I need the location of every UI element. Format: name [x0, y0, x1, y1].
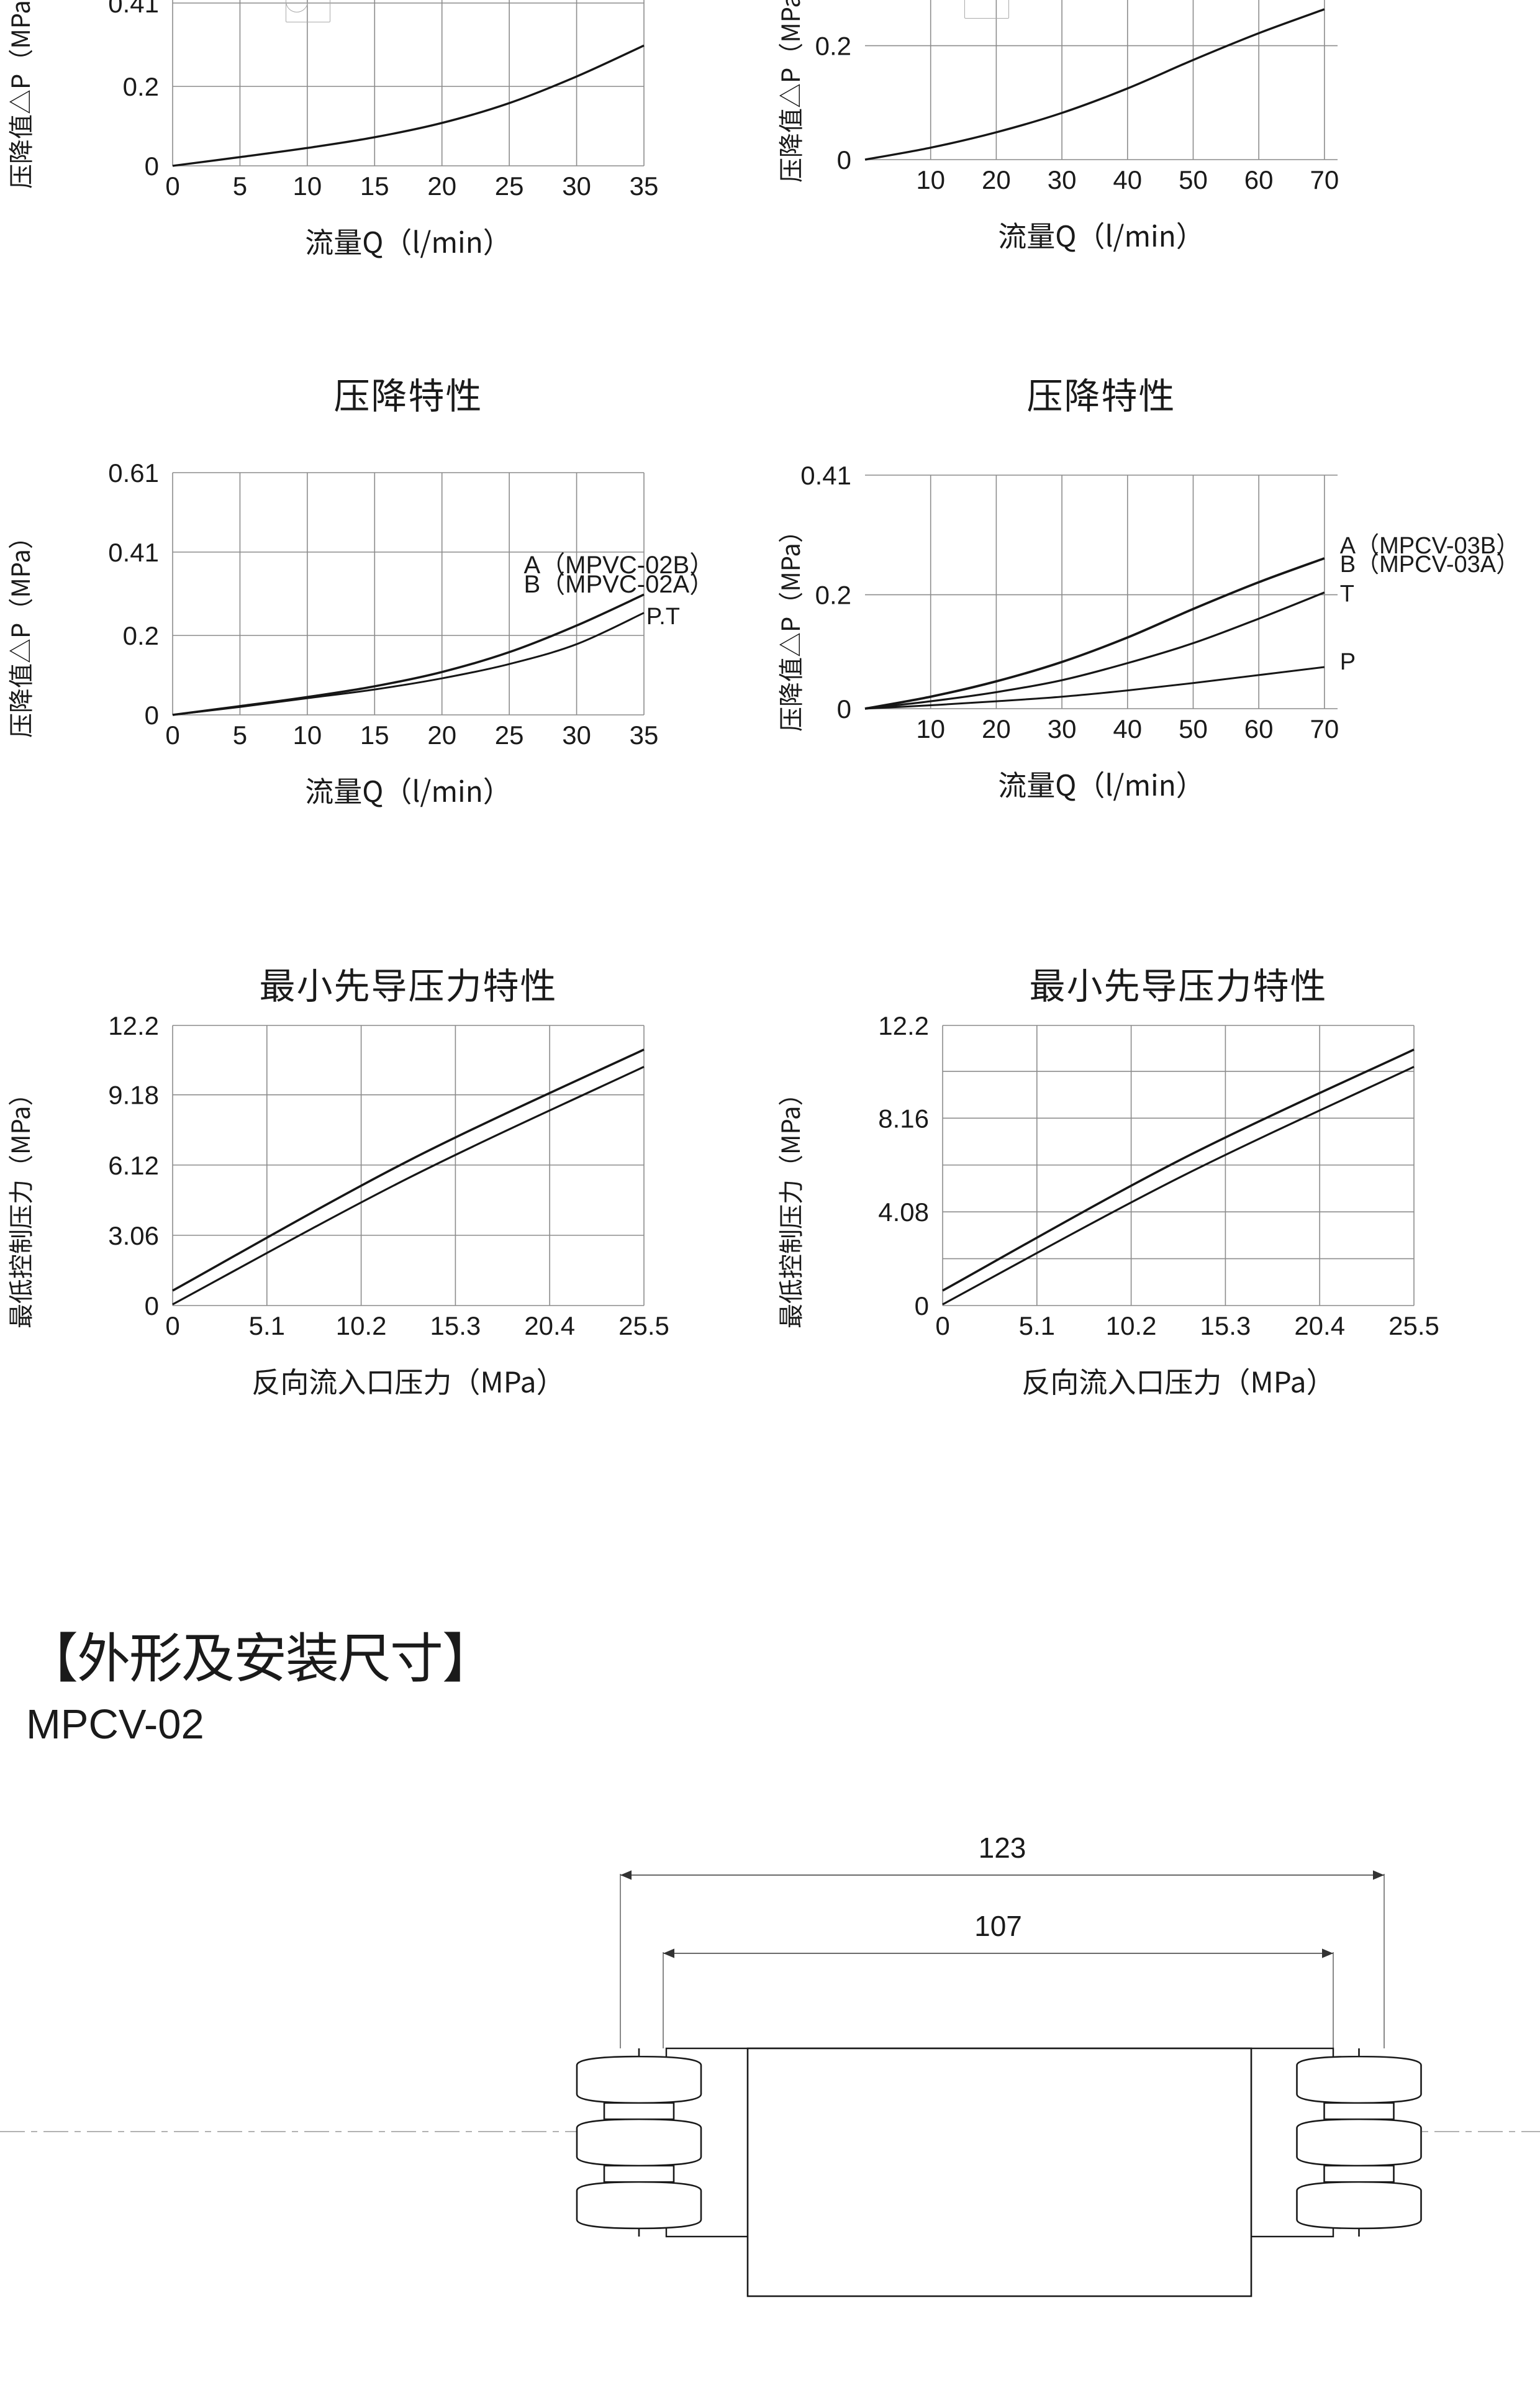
svg-text:10.2: 10.2 — [1106, 1311, 1157, 1340]
svg-text:0: 0 — [145, 701, 159, 730]
svg-text:B（MPCV-03A）: B（MPCV-03A） — [1340, 552, 1520, 578]
svg-text:50: 50 — [1179, 165, 1208, 194]
svg-text:10.2: 10.2 — [336, 1311, 387, 1340]
svg-text:123: 123 — [979, 1832, 1026, 1864]
svg-text:0.61: 0.61 — [108, 458, 159, 488]
svg-text:40: 40 — [1113, 165, 1142, 194]
svg-text:35: 35 — [630, 720, 659, 750]
svg-text:0: 0 — [165, 171, 179, 201]
svg-text:0.2: 0.2 — [815, 581, 851, 610]
svg-text:20.4: 20.4 — [524, 1311, 575, 1340]
svg-text:15.3: 15.3 — [1200, 1311, 1251, 1340]
svg-text:20: 20 — [427, 720, 456, 750]
svg-text:15: 15 — [360, 171, 389, 201]
svg-text:5.1: 5.1 — [249, 1311, 285, 1340]
svg-text:10: 10 — [293, 171, 322, 201]
svg-text:25: 25 — [495, 171, 524, 201]
svg-text:0.2: 0.2 — [815, 32, 851, 61]
svg-text:3.06: 3.06 — [108, 1221, 159, 1250]
svg-text:12.2: 12.2 — [108, 1011, 159, 1040]
svg-text:4.08: 4.08 — [878, 1197, 929, 1227]
svg-text:B（MPVC-02A）: B（MPVC-02A） — [524, 571, 715, 598]
svg-text:P.T: P.T — [646, 604, 680, 630]
svg-text:0: 0 — [837, 145, 851, 175]
svg-text:70: 70 — [1310, 714, 1339, 743]
svg-text:20.4: 20.4 — [1294, 1311, 1345, 1340]
svg-text:30: 30 — [562, 171, 591, 201]
svg-text:50: 50 — [1179, 714, 1208, 743]
svg-text:9.18: 9.18 — [108, 1081, 159, 1110]
svg-text:0.2: 0.2 — [123, 72, 159, 101]
svg-text:压降特性: 压降特性 — [1026, 373, 1175, 419]
svg-text:20: 20 — [982, 714, 1011, 743]
svg-text:8.16: 8.16 — [878, 1104, 929, 1133]
svg-text:0: 0 — [935, 1311, 949, 1340]
svg-text:35: 35 — [630, 171, 659, 201]
svg-text:最小先导压力特性: 最小先导压力特性 — [1029, 963, 1327, 1009]
svg-text:25.5: 25.5 — [1388, 1311, 1439, 1340]
svg-text:12.2: 12.2 — [878, 1011, 929, 1040]
svg-text:70: 70 — [1310, 165, 1339, 194]
svg-text:0: 0 — [145, 1291, 159, 1320]
svg-text:20: 20 — [427, 171, 456, 201]
svg-text:5: 5 — [233, 720, 247, 750]
svg-text:0.41: 0.41 — [108, 0, 159, 18]
svg-text:107: 107 — [974, 1910, 1022, 1942]
svg-text:0.2: 0.2 — [123, 621, 159, 650]
svg-text:30: 30 — [1048, 165, 1077, 194]
svg-text:10: 10 — [916, 165, 945, 194]
svg-text:0: 0 — [145, 152, 159, 181]
svg-text:5.1: 5.1 — [1019, 1311, 1055, 1340]
svg-text:20: 20 — [982, 165, 1011, 194]
svg-text:10: 10 — [293, 720, 322, 750]
svg-text:0: 0 — [837, 694, 851, 724]
svg-text:40: 40 — [1113, 714, 1142, 743]
svg-text:0.41: 0.41 — [800, 461, 851, 490]
svg-text:最小先导压力特性: 最小先导压力特性 — [259, 963, 557, 1009]
svg-text:5: 5 — [233, 171, 247, 201]
svg-text:25.5: 25.5 — [618, 1311, 669, 1340]
svg-text:30: 30 — [1048, 714, 1077, 743]
svg-text:30: 30 — [562, 720, 591, 750]
svg-text:0: 0 — [165, 1311, 179, 1340]
svg-text:0: 0 — [915, 1291, 929, 1320]
svg-text:60: 60 — [1244, 714, 1274, 743]
svg-text:15.3: 15.3 — [430, 1311, 481, 1340]
svg-text:0.41: 0.41 — [108, 538, 159, 567]
svg-text:15: 15 — [360, 720, 389, 750]
svg-text:60: 60 — [1244, 165, 1274, 194]
svg-text:25: 25 — [495, 720, 524, 750]
svg-text:6.12: 6.12 — [108, 1151, 159, 1180]
svg-text:T: T — [1340, 581, 1354, 607]
svg-text:P: P — [1340, 649, 1356, 675]
svg-text:10: 10 — [916, 714, 945, 743]
svg-text:0: 0 — [165, 720, 179, 750]
svg-text:压降特性: 压降特性 — [333, 373, 482, 419]
